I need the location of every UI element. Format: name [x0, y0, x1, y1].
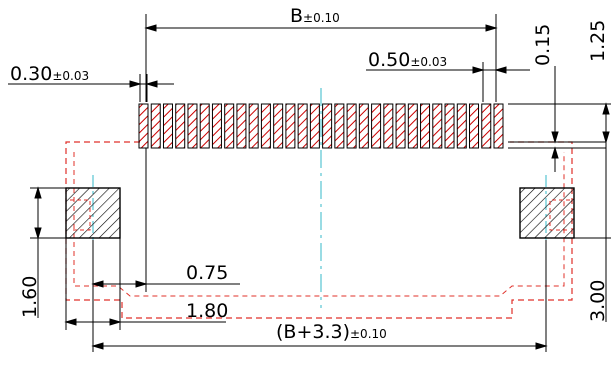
pin-pad	[248, 103, 259, 149]
pin-pad	[260, 103, 271, 149]
pin-pad	[309, 103, 320, 149]
pin-pad	[346, 103, 357, 149]
pin-pad	[444, 103, 455, 149]
label-inner-offset: 0.75	[186, 262, 228, 284]
pin-pad	[211, 103, 222, 149]
pin-pad	[420, 103, 431, 149]
pin-pad	[358, 103, 369, 149]
pin-pad	[383, 103, 394, 149]
label-mount-width: 1.80	[186, 300, 228, 322]
pin-row	[138, 103, 504, 149]
label-pitch: 0.50±0.03	[368, 49, 447, 71]
mount-pad-left-inner	[70, 199, 91, 231]
pin-pad	[297, 103, 308, 149]
label-pin-width: 0.30±0.03	[10, 63, 89, 85]
pin-pad	[175, 103, 186, 149]
pin-pad	[150, 103, 161, 149]
body-inner-outline	[73, 152, 565, 297]
pin-pad	[456, 103, 467, 149]
pin-pad	[199, 103, 210, 149]
body-outline	[65, 141, 573, 319]
pin-pad	[236, 103, 247, 149]
pin-pad	[493, 103, 504, 149]
pin-pad	[407, 103, 418, 149]
pin-pad	[334, 103, 345, 149]
pin-pad	[273, 103, 284, 149]
pin-pad	[224, 103, 235, 149]
label-pitch-width: B±0.10	[290, 5, 340, 27]
label-overall-width: (B+3.3)±0.10	[276, 321, 387, 343]
pin-pad	[162, 103, 173, 149]
label-mount-height: 1.60	[19, 276, 41, 318]
pin-pad	[138, 103, 149, 149]
label-body-height: 3.00	[587, 280, 609, 322]
pin-pad	[432, 103, 443, 149]
pin-pad	[469, 103, 480, 149]
pin-pad	[187, 103, 198, 149]
pin-pad	[285, 103, 296, 149]
pin-pad	[322, 103, 333, 149]
pin-pad	[371, 103, 382, 149]
label-pad-length: 1.25	[587, 20, 609, 62]
label-gap: 0.15	[532, 24, 554, 66]
pin-pad	[481, 103, 492, 149]
mount-pad-right-inner	[549, 199, 570, 231]
pin-pad	[395, 103, 406, 149]
